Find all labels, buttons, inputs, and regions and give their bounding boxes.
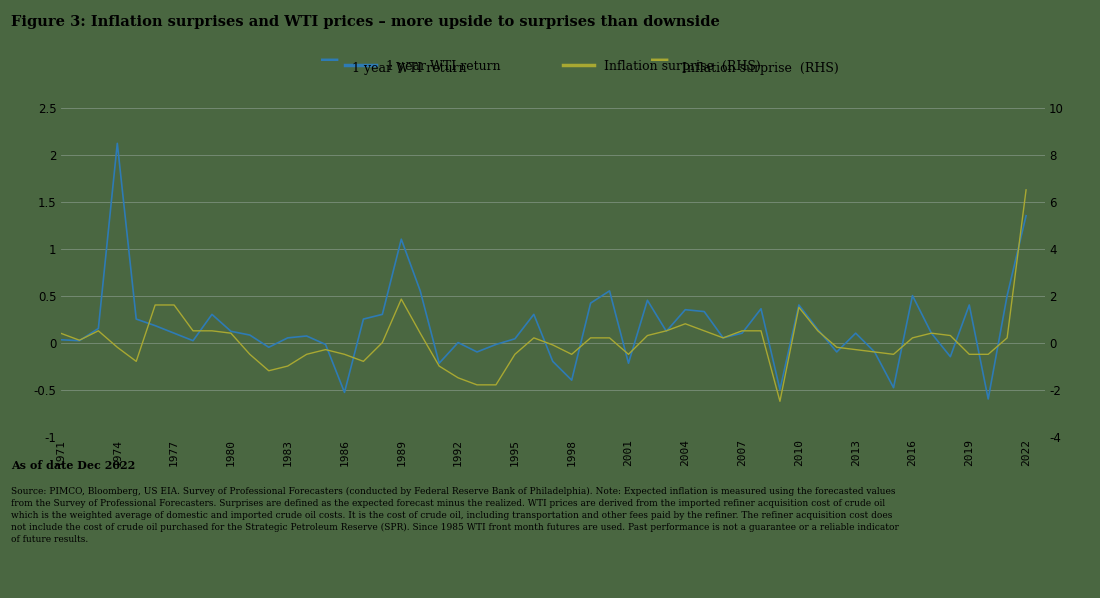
Text: Figure 3: Inflation surprises and WTI prices – more upside to surprises than dow: Figure 3: Inflation surprises and WTI pr… (11, 15, 719, 29)
Legend: 1 year WTI return, Inflation surprise  (RHS): 1 year WTI return, Inflation surprise (R… (340, 54, 766, 78)
Text: 1 year WTI return: 1 year WTI return (352, 62, 466, 75)
Text: As of date Dec 2022: As of date Dec 2022 (11, 460, 135, 471)
Text: Inflation surprise  (RHS): Inflation surprise (RHS) (682, 62, 838, 75)
Text: —: — (320, 50, 340, 69)
Text: Source: PIMCO, Bloomberg, US EIA. Survey of Professional Forecasters (conducted : Source: PIMCO, Bloomberg, US EIA. Survey… (11, 487, 899, 544)
Text: —: — (650, 50, 670, 69)
